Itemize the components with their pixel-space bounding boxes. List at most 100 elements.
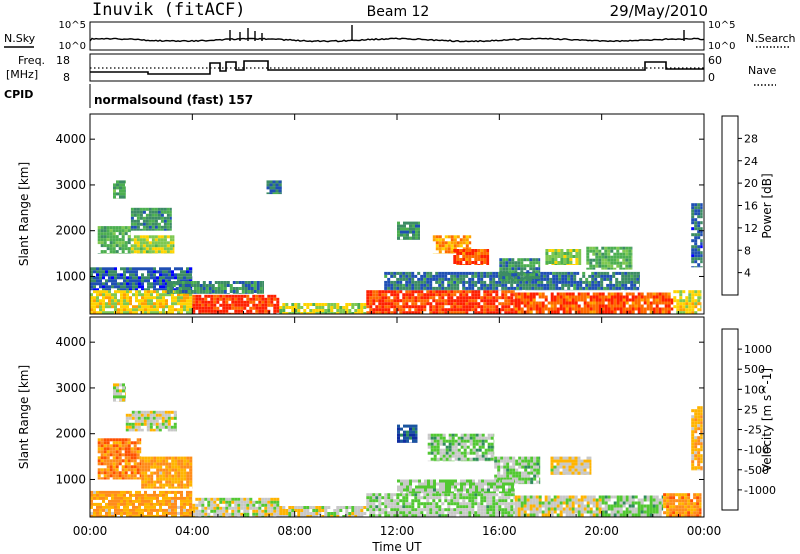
heatmap-cell bbox=[631, 295, 635, 299]
heatmap-cell bbox=[144, 276, 147, 280]
heatmap-cell bbox=[694, 245, 698, 249]
heatmap-cell bbox=[450, 514, 454, 517]
heatmap-cell bbox=[412, 236, 415, 240]
heatmap-cell bbox=[192, 506, 196, 510]
heatmap-cell bbox=[505, 261, 509, 265]
heatmap-cell bbox=[156, 493, 159, 497]
heatmap-cell bbox=[610, 510, 614, 514]
heatmap-cell bbox=[562, 304, 566, 308]
heatmap-cell bbox=[438, 508, 442, 512]
heatmap-cell bbox=[613, 255, 617, 259]
heatmap-cell bbox=[504, 305, 508, 309]
heatmap-cell bbox=[354, 515, 358, 517]
heatmap-cell bbox=[462, 296, 466, 300]
heatmap-cell bbox=[207, 506, 211, 510]
heatmap-cell bbox=[438, 244, 442, 248]
heatmap-cell bbox=[631, 307, 635, 311]
heatmap-cell bbox=[139, 250, 143, 254]
heatmap-cell bbox=[120, 299, 123, 303]
heatmap-cell bbox=[223, 281, 227, 284]
heatmap-cell bbox=[157, 210, 161, 214]
heatmap-cell bbox=[103, 453, 107, 457]
heatmap-cell bbox=[144, 490, 147, 494]
heatmap-cell bbox=[217, 287, 221, 290]
heatmap-cell bbox=[511, 264, 515, 268]
heatmap-cell bbox=[663, 493, 667, 497]
heatmap-cell bbox=[700, 233, 703, 237]
heatmap-cell bbox=[297, 303, 301, 306]
heatmap-cell bbox=[420, 293, 424, 297]
heatmap-cell bbox=[162, 471, 166, 475]
heatmap-cell bbox=[429, 502, 433, 506]
heatmap-cell bbox=[555, 280, 559, 284]
heatmap-cell bbox=[279, 515, 283, 517]
heatmap-cell bbox=[100, 250, 104, 254]
heatmap-cell bbox=[178, 287, 182, 290]
heatmap-cell bbox=[393, 274, 397, 278]
heatmap-cell bbox=[165, 302, 168, 306]
heatmap-cell bbox=[171, 486, 175, 489]
heatmap-cell bbox=[264, 509, 268, 513]
heatmap-cell bbox=[697, 254, 701, 258]
heatmap-cell bbox=[118, 456, 122, 460]
heatmap-cell bbox=[141, 276, 144, 280]
heatmap-cell bbox=[535, 301, 539, 305]
heatmap-cell bbox=[157, 216, 161, 220]
heatmap-cell bbox=[537, 280, 541, 284]
heatmap-cell bbox=[393, 293, 397, 297]
heatmap-cell bbox=[174, 486, 178, 489]
heatmap-cell bbox=[232, 293, 236, 294]
heatmap-cell bbox=[160, 235, 164, 239]
heatmap-cell bbox=[544, 298, 548, 302]
heatmap-cell bbox=[115, 468, 119, 472]
heatmap-cell bbox=[147, 276, 150, 280]
heatmap-cell bbox=[159, 505, 162, 509]
heatmap-cell bbox=[202, 290, 206, 293]
heatmap-cell bbox=[637, 501, 641, 505]
heatmap-cell bbox=[240, 303, 244, 307]
heatmap-cell bbox=[586, 307, 590, 311]
heatmap-cell bbox=[495, 274, 499, 278]
heatmap-cell bbox=[327, 512, 331, 515]
heatmap-cell bbox=[625, 255, 629, 259]
heatmap-cell bbox=[208, 290, 212, 293]
heatmap-cell bbox=[628, 246, 632, 250]
heatmap-cell bbox=[486, 493, 490, 497]
heatmap-cell bbox=[115, 471, 119, 475]
heatmap-cell bbox=[256, 281, 260, 284]
heatmap-cell bbox=[106, 232, 110, 236]
heatmap-cell bbox=[465, 244, 469, 248]
heatmap-cell bbox=[414, 508, 418, 512]
heatmap-cell bbox=[285, 303, 289, 306]
heatmap-cell bbox=[505, 258, 509, 262]
heatmap-cell bbox=[631, 510, 635, 514]
heatmap-cell bbox=[166, 210, 170, 214]
heatmap-cell bbox=[700, 260, 703, 264]
heatmap-cell bbox=[151, 225, 155, 229]
heatmap-cell bbox=[456, 311, 460, 314]
heatmap-cell bbox=[269, 186, 273, 190]
heatmap-cell bbox=[375, 496, 379, 500]
heatmap-cell bbox=[123, 282, 126, 286]
heatmap-cell bbox=[684, 508, 688, 512]
heatmap-cell bbox=[507, 308, 511, 312]
heatmap-cell bbox=[661, 307, 665, 311]
heatmap-cell bbox=[675, 511, 679, 515]
heatmap-cell bbox=[99, 496, 102, 500]
heatmap-cell bbox=[616, 246, 620, 250]
heatmap-cell bbox=[462, 271, 466, 275]
heatmap-cell bbox=[105, 273, 108, 277]
heatmap-cell bbox=[393, 311, 397, 314]
heatmap-cell bbox=[634, 510, 638, 514]
heatmap-cell bbox=[544, 504, 548, 508]
heatmap-cell bbox=[504, 296, 508, 300]
heatmap-cell bbox=[189, 483, 193, 487]
heatmap-cell bbox=[681, 508, 685, 512]
heatmap-cell bbox=[303, 312, 307, 314]
heatmap-cell bbox=[180, 276, 183, 280]
heatmap-cell bbox=[96, 305, 99, 309]
heatmap-cell bbox=[693, 514, 697, 517]
heatmap-cell bbox=[505, 264, 509, 268]
heatmap-cell bbox=[129, 514, 132, 517]
heatmap-cell bbox=[408, 493, 412, 497]
